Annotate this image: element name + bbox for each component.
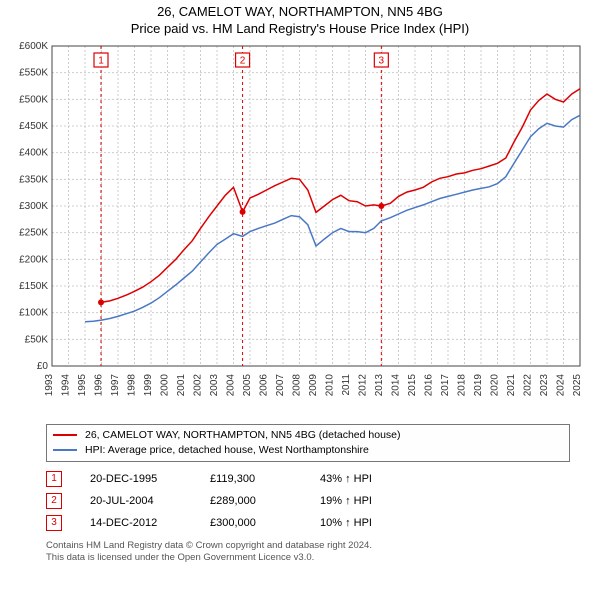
svg-text:£100K: £100K — [19, 307, 48, 318]
svg-text:2001: 2001 — [176, 373, 187, 396]
svg-text:£550K: £550K — [19, 67, 48, 78]
legend-item: HPI: Average price, detached house, West… — [53, 443, 563, 458]
svg-text:2024: 2024 — [556, 373, 567, 396]
svg-text:2009: 2009 — [308, 373, 319, 396]
svg-text:1995: 1995 — [77, 373, 88, 396]
svg-text:£150K: £150K — [19, 281, 48, 292]
svg-text:£50K: £50K — [25, 334, 49, 345]
svg-text:2019: 2019 — [473, 373, 484, 396]
sales-table: 1 20-DEC-1995 £119,300 43% ↑ HPI 2 20-JU… — [46, 468, 570, 534]
svg-text:3: 3 — [379, 55, 385, 66]
sale-price: £300,000 — [210, 517, 320, 529]
sale-row: 3 14-DEC-2012 £300,000 10% ↑ HPI — [46, 512, 570, 534]
svg-text:1997: 1997 — [110, 373, 121, 396]
svg-text:2013: 2013 — [374, 373, 385, 396]
sale-delta: 10% ↑ HPI — [320, 517, 372, 529]
svg-text:2004: 2004 — [226, 373, 237, 396]
svg-text:2017: 2017 — [440, 373, 451, 396]
svg-text:2025: 2025 — [572, 373, 583, 396]
sale-date: 20-JUL-2004 — [90, 495, 210, 507]
legend-label: 26, CAMELOT WAY, NORTHAMPTON, NN5 4BG (d… — [85, 429, 401, 441]
sale-marker-icon: 1 — [46, 471, 62, 487]
sale-row: 2 20-JUL-2004 £289,000 19% ↑ HPI — [46, 490, 570, 512]
svg-text:2002: 2002 — [193, 373, 204, 396]
svg-text:2012: 2012 — [358, 373, 369, 396]
sale-marker-icon: 2 — [46, 493, 62, 509]
sale-date: 20-DEC-1995 — [90, 473, 210, 485]
footnote: Contains HM Land Registry data © Crown c… — [46, 540, 570, 565]
svg-text:2016: 2016 — [424, 373, 435, 396]
svg-text:1993: 1993 — [44, 373, 55, 396]
svg-text:2003: 2003 — [209, 373, 220, 396]
title-subtitle: Price paid vs. HM Land Registry's House … — [8, 21, 592, 38]
svg-text:2000: 2000 — [160, 373, 171, 396]
sale-price: £119,300 — [210, 473, 320, 485]
footnote-line: This data is licensed under the Open Gov… — [46, 552, 570, 564]
legend-swatch — [53, 434, 77, 436]
svg-text:1: 1 — [98, 55, 104, 66]
svg-text:2018: 2018 — [457, 373, 468, 396]
svg-text:2011: 2011 — [341, 373, 352, 395]
sale-marker-icon: 3 — [46, 515, 62, 531]
title-block: 26, CAMELOT WAY, NORTHAMPTON, NN5 4BG Pr… — [8, 4, 592, 38]
svg-text:2005: 2005 — [242, 373, 253, 396]
svg-text:1994: 1994 — [61, 373, 72, 396]
sale-row: 1 20-DEC-1995 £119,300 43% ↑ HPI — [46, 468, 570, 490]
svg-text:£600K: £600K — [19, 41, 48, 52]
svg-text:2007: 2007 — [275, 373, 286, 396]
sale-delta: 19% ↑ HPI — [320, 495, 372, 507]
sale-price: £289,000 — [210, 495, 320, 507]
chart-container: 26, CAMELOT WAY, NORTHAMPTON, NN5 4BG Pr… — [0, 0, 600, 590]
legend-box: 26, CAMELOT WAY, NORTHAMPTON, NN5 4BG (d… — [46, 424, 570, 462]
svg-text:2014: 2014 — [391, 373, 402, 396]
line-chart: £0 £50K £100K £150K £200K £250K £300K £350K £400… — [8, 40, 592, 420]
svg-text:£350K: £350K — [19, 174, 48, 185]
svg-text:1996: 1996 — [94, 373, 105, 396]
title-address: 26, CAMELOT WAY, NORTHAMPTON, NN5 4BG — [8, 4, 592, 21]
svg-text:£250K: £250K — [19, 227, 48, 238]
sale-date: 14-DEC-2012 — [90, 517, 210, 529]
legend-label: HPI: Average price, detached house, West… — [85, 444, 369, 456]
svg-text:2023: 2023 — [539, 373, 550, 396]
svg-text:2: 2 — [240, 55, 246, 66]
sale-delta: 43% ↑ HPI — [320, 473, 372, 485]
svg-text:2015: 2015 — [407, 373, 418, 396]
svg-text:£200K: £200K — [19, 254, 48, 265]
svg-text:£450K: £450K — [19, 121, 48, 132]
legend-swatch — [53, 449, 77, 451]
svg-text:2021: 2021 — [506, 373, 517, 396]
svg-text:2006: 2006 — [259, 373, 270, 396]
svg-text:1998: 1998 — [127, 373, 138, 396]
svg-text:£400K: £400K — [19, 147, 48, 158]
svg-text:£500K: £500K — [19, 94, 48, 105]
svg-text:£0: £0 — [37, 361, 49, 372]
svg-text:2020: 2020 — [490, 373, 501, 396]
svg-text:2008: 2008 — [292, 373, 303, 396]
svg-text:1999: 1999 — [143, 373, 154, 396]
svg-text:£300K: £300K — [19, 201, 48, 212]
footnote-line: Contains HM Land Registry data © Crown c… — [46, 540, 570, 552]
svg-text:2010: 2010 — [325, 373, 336, 396]
legend-item: 26, CAMELOT WAY, NORTHAMPTON, NN5 4BG (d… — [53, 428, 563, 443]
svg-text:2022: 2022 — [523, 373, 534, 396]
chart-area: £0 £50K £100K £150K £200K £250K £300K £350K £400… — [8, 40, 592, 420]
